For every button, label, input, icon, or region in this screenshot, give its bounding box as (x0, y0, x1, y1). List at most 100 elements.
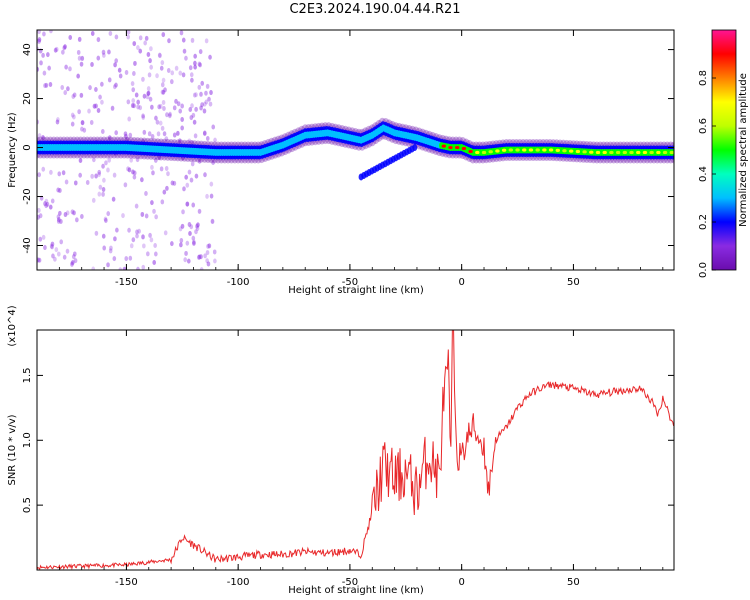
spectrogram-noise (71, 259, 75, 265)
spectrogram-noise (71, 254, 76, 260)
spectrogram-noise (121, 213, 125, 219)
spectrogram-noise (189, 224, 194, 230)
spectrogram-noise (191, 235, 196, 241)
spectrogram-noise (205, 250, 210, 256)
spectrogram-noise (200, 80, 205, 86)
spectrogram-noise (37, 119, 40, 125)
spectrogram-noise (185, 201, 190, 207)
spectrogram-noise (96, 37, 101, 43)
spectrogram-noise (165, 185, 169, 191)
spectrogram-noise (184, 55, 188, 61)
spectrogram-noise (101, 233, 106, 239)
spectrogram-frame (36, 29, 675, 271)
spectrogram-noise (37, 30, 41, 35)
spectrogram-noise (92, 103, 97, 109)
spectrogram-noise (193, 53, 197, 59)
spectrogram-noise (184, 250, 188, 256)
spectrogram-noise (97, 171, 101, 177)
spectrogram-noise (80, 126, 84, 132)
spectrogram-noise (148, 58, 152, 64)
snr-panel: -150 -100 -50 0 50 0.5 1.0 1.5 Height of strai… (7, 305, 675, 596)
spectrogram-noise (180, 223, 185, 229)
spectrogram-noise (132, 174, 137, 180)
x-tick-label: -100 (227, 277, 250, 288)
spectrogram-peak (669, 150, 674, 155)
spectrogram-peak (562, 149, 567, 153)
spectrogram-noise (104, 160, 108, 166)
spectrogram-noise (37, 207, 41, 213)
spectrogram-noise (206, 243, 210, 249)
spectrogram-noise (123, 182, 128, 188)
spectrogram-noise (106, 211, 111, 217)
spectrogram-noise (59, 239, 64, 245)
spectrogram-noise (212, 249, 217, 255)
spectrogram-noise (72, 210, 76, 216)
spectrogram-noise (94, 87, 98, 93)
colorbar-tick-label: 0.4 (698, 166, 709, 182)
colorbar-tick-label: 0.0 (698, 262, 709, 278)
spectrogram-x-axis: -150 -100 -50 0 50 (36, 30, 664, 288)
spectrogram-noise (192, 239, 196, 245)
spectrogram-noise (107, 135, 112, 141)
spectrogram-noise (129, 157, 133, 163)
spectrogram-noise (141, 114, 146, 120)
spectrogram-marks (37, 30, 674, 270)
spectrogram-noise (80, 55, 85, 61)
spectrogram-noise (117, 67, 122, 73)
spectrogram-noise (193, 133, 198, 139)
spectrogram-noise (136, 45, 140, 51)
spectrogram-noise (207, 243, 212, 249)
spectrogram-noise (150, 200, 154, 206)
spectrogram-noise (70, 260, 75, 266)
spectrogram-noise (174, 65, 179, 71)
spectrogram-noise (107, 49, 111, 55)
spectrogram-noise (60, 85, 65, 91)
spectrogram-noise (197, 84, 202, 90)
spectrogram-noise (73, 180, 78, 186)
spectrogram-noise (197, 254, 201, 260)
spectrogram-noise (146, 86, 151, 92)
spectrogram-noise (37, 37, 42, 43)
spectrogram-noise (195, 223, 199, 229)
spectrogram-noise (70, 112, 75, 118)
spectrogram-noise (114, 58, 119, 64)
spectrogram-peak (535, 148, 540, 152)
spectrogram-noise (141, 113, 145, 119)
spectrogram-noise (72, 92, 77, 98)
spectrogram-noise (176, 101, 181, 107)
spectrogram-noise (37, 257, 42, 263)
spectrogram-noise (191, 202, 196, 208)
spectrogram-noise (132, 41, 137, 47)
spectrogram-noise (154, 214, 158, 220)
spectrogram-noise (41, 135, 45, 141)
spectrogram-noise (114, 34, 119, 40)
spectrogram-noise (43, 83, 47, 89)
spectrogram-noise (188, 230, 192, 236)
spectrogram-noise (160, 125, 165, 131)
spectrogram-noise (118, 73, 123, 79)
spectrogram-noise (158, 53, 162, 59)
spectrogram-noise (106, 167, 110, 173)
spectrogram-noise (96, 55, 101, 61)
snr-frame (36, 329, 675, 571)
x-tick-label: 0 (458, 277, 464, 288)
spectrogram-noise (198, 62, 202, 68)
spectrogram-noise (42, 31, 46, 37)
spectrogram-noise (91, 266, 96, 270)
spectrogram-noise (58, 187, 62, 193)
spectrogram-noise (76, 49, 81, 55)
spectrogram-noise (100, 99, 104, 105)
spectrogram-noise (179, 242, 183, 248)
spectrogram-x-label: Height of straight line (km) (288, 285, 424, 296)
spectrogram-noise (115, 227, 119, 233)
spectrogram-noise (190, 161, 195, 167)
snr-x-label: Height of straight line (km) (288, 585, 424, 596)
spectrogram-noise (146, 251, 150, 257)
spectrogram-noise (205, 136, 210, 142)
spectrogram-noise (108, 248, 113, 254)
spectrogram-noise (145, 94, 150, 100)
spectrogram-noise (199, 267, 204, 270)
spectrogram-noise (87, 108, 91, 114)
spectrogram-noise (155, 73, 159, 79)
y-tick-label: 40 (22, 43, 33, 56)
